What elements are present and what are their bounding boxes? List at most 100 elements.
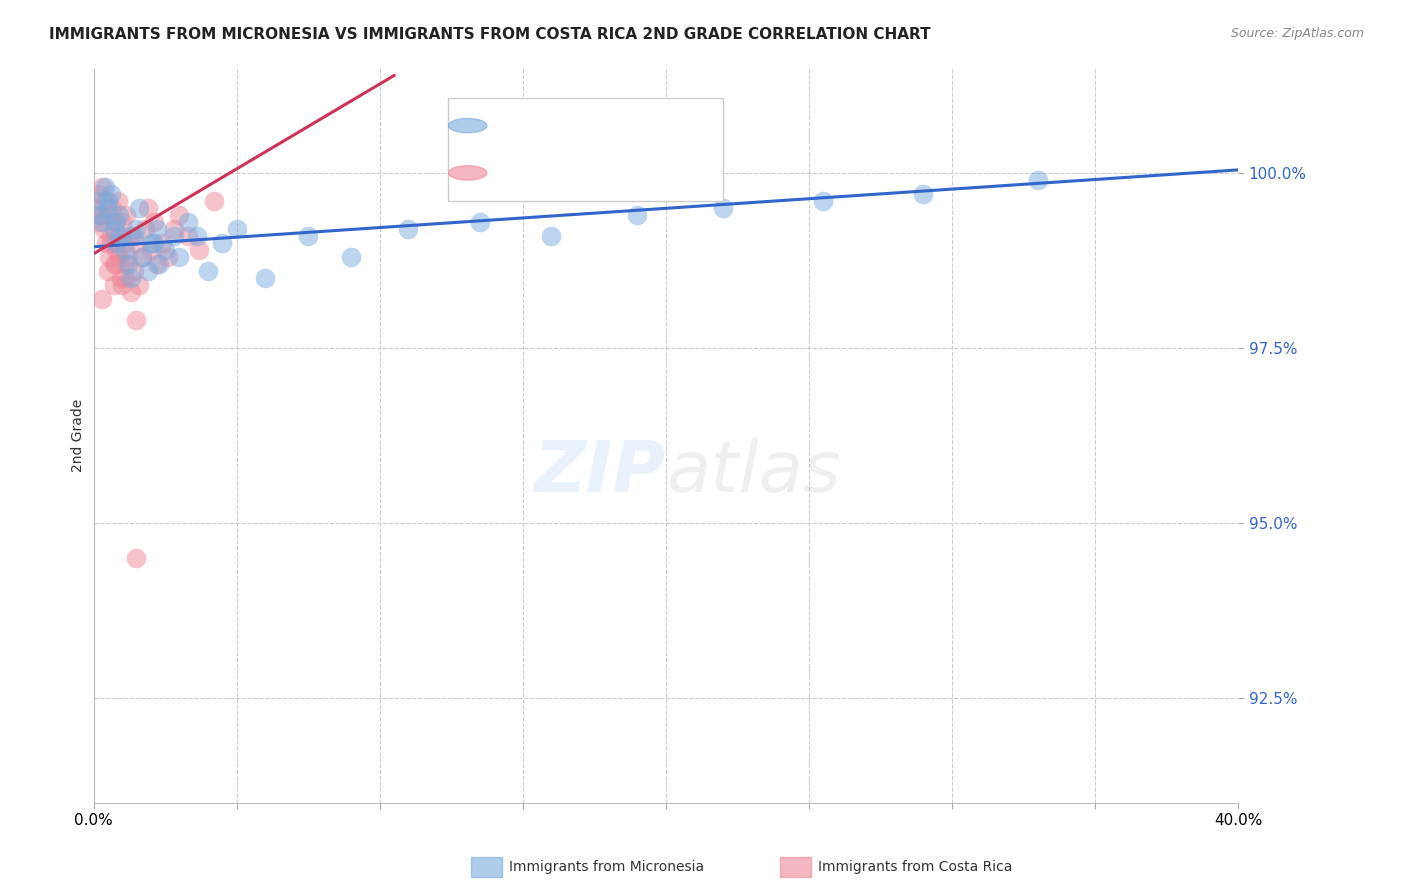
Point [90, 208, 112, 222]
Point [91, 215, 114, 229]
Point [97, 194, 120, 209]
Point [156, 250, 179, 264]
Point [125, 222, 148, 236]
Point [112, 236, 135, 251]
Point [148, 257, 170, 271]
Point [125, 236, 148, 251]
Text: Immigrants from Micronesia: Immigrants from Micronesia [509, 860, 704, 874]
Point [98, 250, 121, 264]
Point [142, 215, 165, 229]
Point [912, 187, 935, 202]
Point [145, 222, 167, 236]
Point [122, 264, 145, 278]
Point [93, 222, 115, 236]
Point [97, 202, 120, 216]
Point [197, 264, 219, 278]
Point [111, 229, 134, 244]
Point [186, 229, 208, 244]
Point [111, 278, 134, 293]
Point [1026, 173, 1049, 187]
Point [89, 208, 111, 222]
Point [108, 229, 131, 244]
Point [396, 222, 419, 236]
Point [111, 215, 134, 229]
Point [188, 244, 211, 258]
Point [297, 229, 319, 244]
Point [103, 222, 125, 236]
Point [169, 208, 191, 222]
Point [131, 250, 153, 264]
Point [100, 229, 122, 244]
Point [120, 229, 142, 244]
Point [86, 202, 108, 216]
Point [813, 194, 835, 209]
Point [145, 257, 167, 271]
Point [91, 180, 114, 194]
Point [105, 257, 128, 271]
Point [202, 194, 225, 209]
Point [108, 208, 131, 222]
Point [254, 271, 277, 285]
Point [122, 229, 145, 244]
Point [131, 250, 153, 264]
Point [125, 550, 148, 565]
Point [97, 208, 120, 222]
Point [115, 208, 138, 222]
Point [86, 194, 108, 209]
Point [87, 215, 110, 229]
Point [105, 236, 128, 251]
Point [105, 244, 128, 258]
Point [340, 250, 363, 264]
Point [117, 250, 139, 264]
Point [139, 244, 162, 258]
Point [114, 271, 136, 285]
Point [94, 180, 117, 194]
Point [100, 187, 122, 202]
Point [107, 194, 129, 209]
Point [96, 236, 118, 251]
Point [136, 202, 159, 216]
Point [211, 236, 233, 251]
Text: IMMIGRANTS FROM MICRONESIA VS IMMIGRANTS FROM COSTA RICA 2ND GRADE CORRELATION C: IMMIGRANTS FROM MICRONESIA VS IMMIGRANTS… [49, 27, 931, 42]
Point [153, 244, 176, 258]
Point [101, 202, 124, 216]
Point [128, 202, 150, 216]
Point [103, 278, 125, 293]
Point [136, 264, 159, 278]
Point [169, 250, 191, 264]
Point [100, 236, 122, 251]
Y-axis label: 2nd Grade: 2nd Grade [72, 399, 86, 472]
Point [711, 202, 734, 216]
Point [94, 194, 117, 209]
Point [114, 257, 136, 271]
Point [89, 187, 111, 202]
Point [468, 215, 491, 229]
Point [540, 229, 562, 244]
Point [120, 285, 142, 300]
Point [163, 229, 186, 244]
Point [97, 264, 120, 278]
Point [117, 257, 139, 271]
Point [110, 271, 132, 285]
Point [134, 222, 156, 236]
Point [120, 271, 142, 285]
Text: ZIP: ZIP [534, 438, 666, 507]
Text: atlas: atlas [666, 438, 841, 507]
Point [104, 215, 127, 229]
Point [142, 236, 165, 251]
Point [177, 229, 200, 244]
Point [225, 222, 247, 236]
Point [626, 208, 648, 222]
Point [139, 236, 162, 251]
Point [163, 222, 186, 236]
Text: Immigrants from Costa Rica: Immigrants from Costa Rica [818, 860, 1012, 874]
Text: Source: ZipAtlas.com: Source: ZipAtlas.com [1230, 27, 1364, 40]
Point [125, 313, 148, 327]
Point [128, 278, 150, 293]
Point [177, 215, 200, 229]
Point [103, 257, 125, 271]
Point [114, 244, 136, 258]
Point [108, 250, 131, 264]
Point [91, 292, 114, 306]
Point [150, 236, 173, 251]
